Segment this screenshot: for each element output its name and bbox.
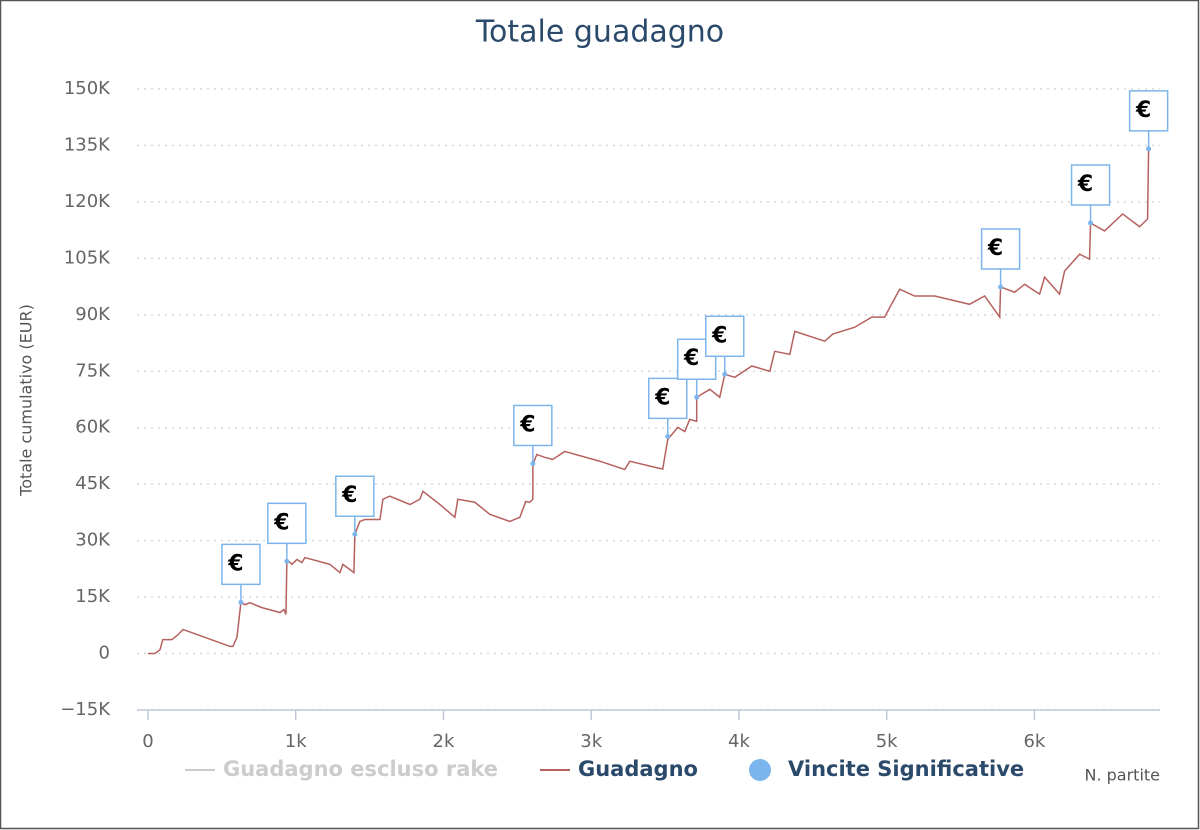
flag-label: € <box>341 483 357 508</box>
x-axis-title: N. partite <box>1084 766 1160 785</box>
flag-box <box>980 228 1021 270</box>
flag-label: € <box>711 323 727 348</box>
flag-box <box>1128 90 1169 132</box>
flag: € <box>221 543 261 605</box>
legend-label: Guadagno escluso rake <box>223 757 498 781</box>
x-tick-label: 4k <box>728 731 750 752</box>
y-tick-label: 75K <box>75 360 111 381</box>
flag: € <box>705 315 745 377</box>
flag-point <box>284 558 290 564</box>
flag-label: € <box>987 236 1003 261</box>
chart-title: Totale guadagno <box>475 15 724 50</box>
flag-point <box>998 284 1004 290</box>
y-tick-label: 150K <box>64 78 111 99</box>
flag-point <box>1146 146 1152 152</box>
flag-box <box>267 502 307 545</box>
y-tick-label: −15K <box>60 699 111 720</box>
flag-point <box>238 599 244 605</box>
x-tick-label: 1k <box>285 731 307 752</box>
flag-label: € <box>227 551 243 576</box>
legend-label: Guadagno <box>578 757 698 781</box>
x-tick-label: 2k <box>433 731 455 752</box>
legend-symbol <box>749 759 771 781</box>
flag: € <box>1128 90 1169 152</box>
flag-box <box>513 404 553 447</box>
flag-box <box>647 377 688 420</box>
flag-box <box>221 543 261 586</box>
flag: € <box>980 228 1021 290</box>
x-tick-label: 3k <box>580 731 602 752</box>
flag: € <box>513 404 553 466</box>
y-tick-label: 120K <box>64 191 111 212</box>
y-tick-label: 60K <box>75 417 111 438</box>
flag-point <box>530 460 536 466</box>
flag-label: € <box>273 510 289 535</box>
y-tick-label: 105K <box>64 247 111 268</box>
flag: € <box>647 377 688 439</box>
flag-box <box>705 315 745 358</box>
x-tick-label: 0 <box>142 731 153 752</box>
flag: € <box>1070 164 1111 226</box>
x-tick-label: 6k <box>1023 731 1045 752</box>
flag-point <box>1088 220 1094 226</box>
flag-box <box>1070 164 1111 206</box>
flag-label: € <box>1077 172 1093 197</box>
flag-label: € <box>683 346 699 371</box>
flag-point <box>722 371 728 377</box>
y-tick-label: 15K <box>75 586 111 607</box>
flag-point <box>665 433 671 439</box>
x-tick-label: 5k <box>876 731 898 752</box>
y-tick-label: 135K <box>64 134 111 155</box>
flag-label: € <box>1135 98 1151 123</box>
y-tick-label: 45K <box>75 473 111 494</box>
y-axis-title: Totale cumulativo (EUR) <box>17 304 36 497</box>
flag-point <box>352 531 358 537</box>
line-series <box>148 148 1150 655</box>
flag-label: € <box>654 385 670 410</box>
y-tick-label: 30K <box>75 530 111 551</box>
flag-point <box>694 394 700 400</box>
flag: € <box>267 502 307 564</box>
flag: € <box>335 475 375 537</box>
flag-box <box>335 475 375 517</box>
legend-label: Vincite Significative <box>788 757 1024 781</box>
y-tick-label: 90K <box>75 304 111 325</box>
flag-label: € <box>519 412 535 437</box>
y-tick-label: 0 <box>99 643 110 664</box>
